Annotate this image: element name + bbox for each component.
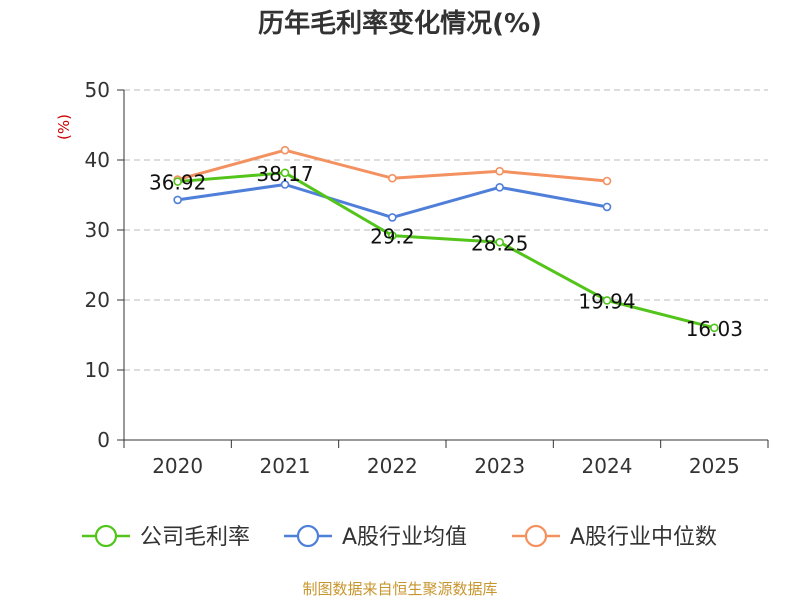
x-tick-labels: 2020 2021 2022 2023 2024 2025 xyxy=(152,454,740,478)
series-point-2 xyxy=(495,166,504,176)
series-line-1 xyxy=(177,183,608,219)
x-tick-label: 2025 xyxy=(689,454,740,478)
data-label: 38.17 xyxy=(256,162,313,186)
x-tick-label: 2024 xyxy=(582,454,633,478)
series-point-1 xyxy=(173,195,182,205)
series-point-0 xyxy=(388,231,397,240)
legend-marker xyxy=(296,524,320,548)
data-label: 28.25 xyxy=(471,231,528,255)
legend-item-1[interactable]: A股行业均值 xyxy=(284,524,467,550)
series-point-1 xyxy=(388,213,397,222)
chart-title: 历年毛利率变化情况(%) xyxy=(258,8,542,39)
y-tick-labels: 0 10 20 30 40 50 xyxy=(85,78,110,452)
y-tick-label: 30 xyxy=(85,218,110,242)
legend-label: 公司毛利率 xyxy=(140,525,250,550)
source-note: 制图数据来自恒生聚源数据库 xyxy=(302,580,497,598)
y-axis-label: (%) xyxy=(55,114,73,140)
y-tick-label: 50 xyxy=(85,78,110,102)
x-tick-label: 2021 xyxy=(260,454,311,478)
y-tick-label: 40 xyxy=(85,148,110,172)
series-group xyxy=(173,145,719,333)
series-point-0 xyxy=(173,177,182,186)
y-tick-label: 0 xyxy=(97,428,110,452)
series-point-1 xyxy=(280,180,290,189)
series-point-2 xyxy=(602,176,612,186)
series-point-2 xyxy=(280,145,290,155)
legend-label: A股行业均值 xyxy=(342,525,467,550)
x-tick-label: 2020 xyxy=(152,454,203,478)
y-tick-label: 10 xyxy=(85,358,110,382)
data-label: 16.03 xyxy=(686,317,743,341)
grid-lines xyxy=(124,89,768,371)
series-point-0 xyxy=(710,323,719,333)
data-labels: 36.92 38.17 29.2 28.25 19.94 16.03 xyxy=(149,162,743,341)
series-point-0 xyxy=(280,168,290,178)
series-point-2 xyxy=(388,173,397,183)
data-label: 29.2 xyxy=(370,225,415,249)
data-label: 36.92 xyxy=(149,171,206,195)
data-label: 19.94 xyxy=(578,289,635,313)
legend-marker xyxy=(94,524,118,548)
x-tick-label: 2022 xyxy=(367,454,418,478)
y-tick-label: 20 xyxy=(85,288,110,312)
legend-item-2[interactable]: A股行业中位数 xyxy=(512,524,717,550)
legend-label: A股行业中位数 xyxy=(570,525,717,550)
legend-marker xyxy=(524,524,548,548)
series-line-0 xyxy=(177,171,715,330)
legend-item-0[interactable]: 公司毛利率 xyxy=(82,524,250,550)
x-tick-label: 2023 xyxy=(474,454,525,478)
axes xyxy=(117,89,769,448)
series-point-0 xyxy=(495,237,504,247)
series-point-1 xyxy=(495,183,504,192)
series-point-1 xyxy=(602,202,612,212)
series-point-0 xyxy=(602,296,612,305)
legend: 公司毛利率 A股行业均值 A股行业中位数 xyxy=(82,524,717,550)
